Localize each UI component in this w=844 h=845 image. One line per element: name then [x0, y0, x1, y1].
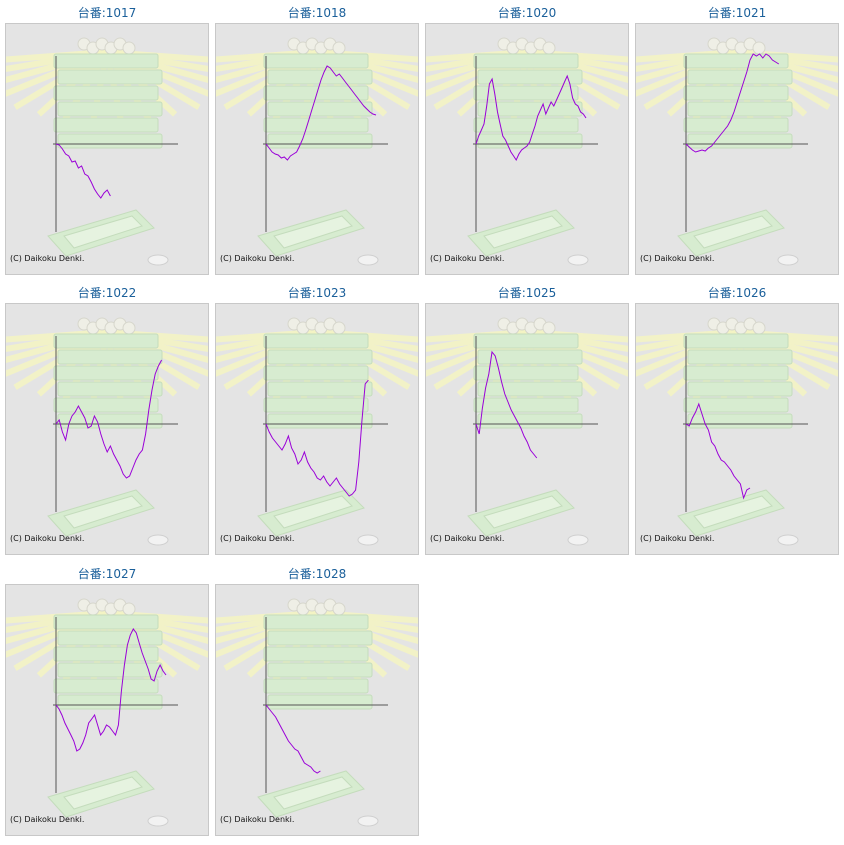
graph-plot [216, 317, 418, 546]
graph-frame: (C) Daikoku Denki. [635, 23, 839, 275]
graph-frame: (C) Daikoku Denki. [425, 303, 629, 555]
graph-frame: (C) Daikoku Denki. [215, 303, 419, 555]
machine-number-title[interactable]: 台番:1020 [497, 6, 557, 20]
graph-plot [216, 37, 418, 266]
data-series-line [475, 74, 587, 162]
copyright-text: (C) Daikoku Denki. [220, 815, 295, 824]
machine-number-title[interactable]: 台番:1023 [287, 286, 347, 300]
copyright-text: (C) Daikoku Denki. [10, 815, 85, 824]
copyright-text: (C) Daikoku Denki. [10, 254, 85, 263]
data-series-line [685, 402, 751, 500]
machine-graph-card: 台番:1025 (C) Daikoku Denki. [425, 280, 629, 555]
pachinko-machine-illustration [426, 317, 628, 546]
data-series-line [685, 53, 780, 153]
machine-graph-card: 台番:1022 (C) Daikoku Denki. [5, 280, 209, 555]
machine-number-title[interactable]: 台番:1022 [77, 286, 137, 300]
data-series-line [265, 379, 369, 497]
graph-frame: (C) Daikoku Denki. [425, 23, 629, 275]
copyright-text: (C) Daikoku Denki. [220, 254, 295, 263]
machine-graph-card: 台番:1023 (C) Daikoku Denki. [215, 280, 419, 555]
graph-plot [636, 37, 838, 266]
machine-graph-card: 台番:1028 (C) Daikoku Denki. [215, 561, 419, 836]
graph-plot [6, 598, 208, 827]
machine-graph-card: 台番:1018 (C) Daikoku Denki. [215, 0, 419, 275]
graph-frame: (C) Daikoku Denki. [215, 584, 419, 836]
pachinko-machine-illustration [6, 598, 208, 827]
data-series-line [265, 704, 321, 774]
copyright-text: (C) Daikoku Denki. [10, 534, 85, 543]
machine-graph-card: 台番:1027 (C) Daikoku Denki. [5, 561, 209, 836]
graph-frame: (C) Daikoku Denki. [5, 584, 209, 836]
graph-frame: (C) Daikoku Denki. [5, 23, 209, 275]
graph-plot [216, 598, 418, 827]
pachinko-machine-illustration [636, 317, 838, 546]
machine-number-title[interactable]: 台番:1027 [77, 567, 137, 581]
machine-graph-card: 台番:1021 (C) Daikoku Denki. [635, 0, 839, 275]
machine-number-title[interactable]: 台番:1021 [707, 6, 767, 20]
graph-plot [426, 317, 628, 546]
data-series-line [55, 143, 111, 199]
copyright-text: (C) Daikoku Denki. [640, 254, 715, 263]
machine-number-title[interactable]: 台番:1028 [287, 567, 347, 581]
pachinko-machine-illustration [216, 598, 418, 827]
graph-plot [6, 37, 208, 266]
machine-number-title[interactable]: 台番:1018 [287, 6, 347, 20]
graph-frame: (C) Daikoku Denki. [215, 23, 419, 275]
pachinko-machine-illustration [6, 317, 208, 546]
machine-graph-card: 台番:1017 (C) Daikoku Denki. [5, 0, 209, 275]
machine-graph-card: 台番:1020 (C) Daikoku Denki. [425, 0, 629, 275]
data-series-line [55, 359, 163, 479]
pachinko-machine-illustration [216, 317, 418, 546]
graph-plot [426, 37, 628, 266]
copyright-text: (C) Daikoku Denki. [430, 534, 505, 543]
pachinko-machine-illustration [636, 37, 838, 266]
pachinko-machine-illustration [6, 37, 208, 266]
machine-number-title[interactable]: 台番:1026 [707, 286, 767, 300]
graph-plot [636, 317, 838, 546]
copyright-text: (C) Daikoku Denki. [430, 254, 505, 263]
machine-number-title[interactable]: 台番:1017 [77, 6, 137, 20]
data-series-line [55, 628, 167, 752]
data-series-line [265, 65, 377, 161]
graph-plot [6, 317, 208, 546]
copyright-text: (C) Daikoku Denki. [220, 534, 295, 543]
graph-frame: (C) Daikoku Denki. [635, 303, 839, 555]
copyright-text: (C) Daikoku Denki. [640, 534, 715, 543]
machine-number-title[interactable]: 台番:1025 [497, 286, 557, 300]
pachinko-machine-illustration [216, 37, 418, 266]
machine-graph-card: 台番:1026 (C) Daikoku Denki. [635, 280, 839, 555]
pachinko-machine-illustration [426, 37, 628, 266]
graph-frame: (C) Daikoku Denki. [5, 303, 209, 555]
data-series-line [475, 350, 538, 459]
